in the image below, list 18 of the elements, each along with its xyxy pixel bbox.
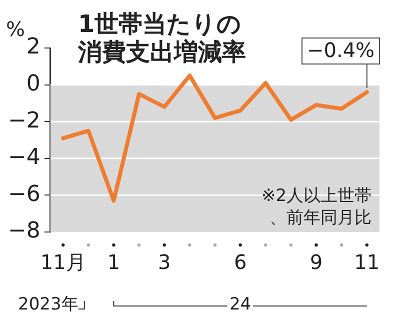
x-tick-label: 11月 (40, 250, 86, 274)
y-tick-label: 2 (26, 34, 40, 60)
annotation: ※2人以上世帯、前年同月比 (261, 186, 372, 228)
data-label: −0.4% (306, 38, 375, 62)
x-tick-label: 11 (354, 250, 380, 274)
y-tick-label: −4 (8, 145, 40, 170)
text: 24 (229, 294, 252, 314)
x-tick-label: 9 (310, 250, 323, 274)
y-tick-label: 0 (26, 72, 40, 97)
x-tick-label: 6 (234, 250, 247, 274)
x-tick-label: 3 (158, 250, 171, 274)
y-tick-label: −2 (8, 108, 40, 134)
y-tick-label: −8 (8, 218, 40, 244)
y-axis-title: % (6, 17, 26, 41)
y-tick-label: −6 (8, 182, 40, 207)
text: 2023年 (18, 294, 78, 314)
x-tick-label: 1 (107, 250, 120, 274)
chart-title: 1世帯当たりの消費支出増減率 (77, 10, 246, 66)
